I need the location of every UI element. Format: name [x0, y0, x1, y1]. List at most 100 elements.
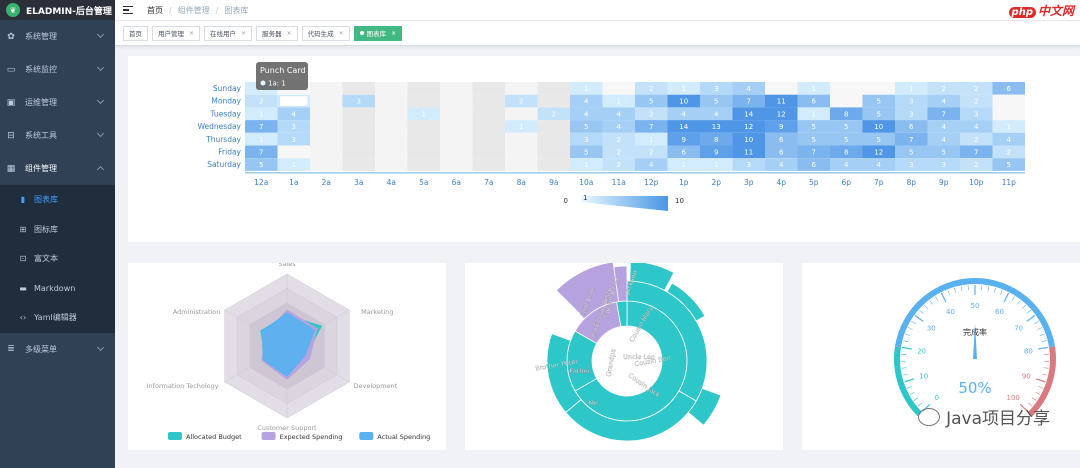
heatmap-cell-label: 6	[812, 161, 817, 169]
heatmap-cell: 14	[732, 107, 765, 121]
sidebar-item-3[interactable]: ⊟ 系统工具	[0, 119, 115, 152]
heatmap-cell-label: 11	[744, 149, 753, 157]
sidebar-item-4[interactable]: ▦ 组件管理	[0, 152, 115, 185]
radar-indicator-label: Customer Support	[257, 424, 317, 432]
heatmap-cell	[375, 82, 408, 95]
breadcrumb-components[interactable]: 组件管理	[177, 5, 210, 15]
heatmap-x-label: 1a	[289, 178, 298, 187]
heatmap-x-label: 3a	[354, 178, 363, 187]
sidebar-item-1[interactable]: ▭ 系统监控	[0, 53, 115, 86]
sidebar-item-0[interactable]: ✿ 系统管理	[0, 20, 115, 53]
heatmap-cell: 1	[635, 132, 668, 146]
heatmap-cell-label: 1	[617, 98, 621, 106]
tag-2[interactable]: 在线用户 ×	[204, 25, 253, 41]
heatmap-cell-label: 2	[649, 149, 653, 157]
heatmap-cell: 2	[537, 107, 570, 121]
heatmap-cell: 4	[635, 158, 668, 171]
heatmap-y-label: Wednesday	[198, 122, 242, 131]
heatmap-cell: 6	[797, 158, 830, 171]
heatmap-cell	[310, 132, 343, 146]
heatmap-cell-label: 3	[357, 98, 361, 106]
menu-icon: ≣	[7, 344, 15, 354]
heatmap-cell	[830, 82, 863, 95]
close-icon[interactable]: ×	[286, 29, 292, 37]
heatmap-cell: 2	[245, 94, 278, 108]
submenu-item-1[interactable]: ⊞ 图标库	[0, 215, 115, 245]
heatmap-cell: 4	[277, 107, 310, 121]
heatmap-cell-label: 2	[974, 85, 978, 93]
submenu-item-2[interactable]: ⊡ 富文本	[0, 244, 115, 274]
heatmap-cell: 10	[862, 120, 895, 133]
tag-5[interactable]: 图表库 ×	[353, 25, 403, 41]
heatmap-cell	[342, 132, 375, 146]
heatmap-cell-label: 4	[747, 85, 752, 93]
submenu-item-0[interactable]: ▮ 图表库	[0, 185, 115, 215]
heatmap-cell-label: 4	[877, 161, 882, 169]
heatmap-cell-label: 4	[942, 98, 947, 106]
heatmap-cell: 7	[245, 145, 278, 159]
heatmap-cell	[440, 145, 473, 159]
punch-card-heatmap[interactable]: Sunday11213411226Monday21324151057116534…	[128, 56, 1080, 242]
heatmap-cell-label: 3	[909, 110, 913, 118]
heatmap-cell-label: 5	[877, 110, 881, 118]
completion-gauge-chart[interactable]: 0102030405060708090100完成率50%	[802, 263, 1080, 450]
heatmap-cell	[765, 82, 798, 95]
heatmap-y-label: Sunday	[213, 84, 242, 93]
gauge-tick	[1000, 290, 1003, 295]
chevron-down-icon	[96, 96, 105, 105]
submenu-item-3[interactable]: ▬ Markdown	[0, 274, 115, 304]
heatmap-cell: 9	[765, 120, 798, 133]
legend-label: Actual Spending	[377, 433, 430, 441]
heatmap-cell: 1	[407, 107, 440, 121]
sidebar-item-2[interactable]: ▣ 运维管理	[0, 86, 115, 119]
close-icon[interactable]: ×	[241, 29, 247, 37]
breadcrumb-home[interactable]: 首页	[147, 5, 163, 15]
tag-0[interactable]: 首页	[123, 25, 148, 41]
gauge-tick-label: 70	[1014, 324, 1023, 332]
sidebar-item-multilevel[interactable]: ≣ 多级菜单	[0, 333, 115, 366]
tag-1[interactable]: 用户管理 ×	[152, 25, 201, 41]
heatmap-cell	[537, 94, 570, 108]
bar-chart-icon: ▮	[20, 195, 26, 205]
legend-label: Allocated Budget	[186, 433, 242, 441]
heatmap-cell: 3	[277, 132, 310, 146]
heatmap-cell-label: 4	[617, 123, 622, 131]
heatmap-cell-label: 5	[1007, 161, 1011, 169]
heatmap-cell	[342, 145, 375, 159]
computer-icon: ▣	[6, 97, 16, 108]
heatmap-cell: 2	[960, 94, 993, 108]
tag-4[interactable]: 代码生成 ×	[301, 25, 350, 41]
hamburger-icon[interactable]	[123, 6, 133, 14]
close-icon[interactable]: ×	[338, 29, 344, 37]
heatmap-x-label: 6a	[452, 178, 461, 187]
heatmap-x-label: 11a	[612, 178, 626, 187]
chevron-down-icon	[96, 343, 105, 351]
heatmap-cell-label: 7	[649, 123, 653, 131]
heatmap-cell-label: 5	[714, 98, 718, 106]
heatmap-cell: 12	[862, 145, 895, 159]
heatmap-cell	[407, 82, 440, 95]
sidebar-item-label: 系统管理	[25, 32, 57, 41]
heatmap-cell: 7	[245, 120, 278, 133]
heatmap-cell	[375, 94, 408, 108]
gauge-tick	[993, 287, 996, 293]
logo[interactable]: ❦ ELADMIN-后台管理	[0, 0, 115, 20]
heatmap-cell: 4	[570, 107, 603, 121]
submenu-item-4[interactable]: ‹› Yaml编辑器	[0, 303, 115, 333]
tag-3[interactable]: 服务器 ×	[256, 25, 298, 41]
heatmap-cell: 1	[245, 132, 278, 146]
heatmap-cell: 5	[797, 132, 830, 146]
close-icon[interactable]: ×	[391, 29, 397, 37]
close-icon[interactable]: ×	[189, 29, 195, 37]
toolbox-icon: ⊟	[7, 130, 15, 141]
budget-radar-chart[interactable]: Sales Marketing Development Customer Suppor…	[128, 260, 446, 450]
heatmap-cell-label: 2	[649, 85, 653, 93]
sunburst-label: Me	[588, 399, 598, 407]
gauge-tick	[904, 378, 915, 383]
sidebar-item-label: 组件管理	[25, 164, 57, 173]
heatmap-hover-cell	[279, 95, 309, 107]
heatmap-cell: 3	[895, 107, 928, 121]
gauge-tick-label: 60	[995, 308, 1004, 316]
heatmap-cell: 6	[765, 132, 798, 146]
